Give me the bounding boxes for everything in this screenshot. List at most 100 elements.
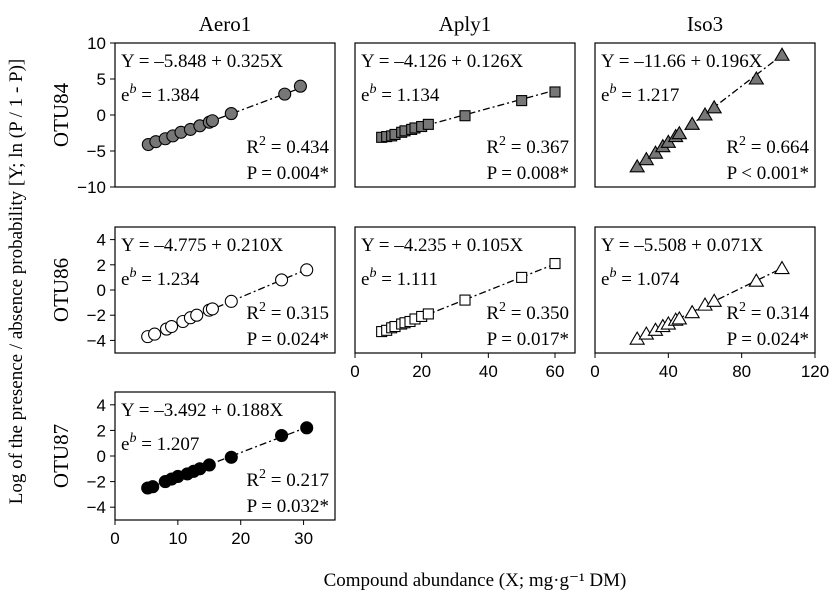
- panel-otu87-aero1-point: [275, 428, 289, 443]
- panel-otu86-aply1-x-tick-label: 20: [412, 362, 431, 381]
- panel-otu84-iso3-point: [697, 106, 713, 121]
- panel-otu84-aero1-y-tick-label: 5: [97, 70, 106, 89]
- panel-otu84-iso3-r2-label: R2 = 0.664: [726, 134, 809, 158]
- x-axis-title: Compound abundance (X; mg·g⁻¹ DM): [324, 570, 627, 591]
- panel-otu86-aero1-point: [275, 273, 289, 287]
- panel-otu84-aero1-r2-label: R2 = 0.434: [246, 134, 329, 158]
- panel-otu87-aero1-point: [300, 421, 314, 435]
- panel-otu87-aero1-x-tick-label: 0: [110, 529, 119, 548]
- panel-otu86-aero1-y-tick-label: 4: [97, 231, 106, 250]
- panel-otu86-aply1-x-tick-label: 40: [479, 362, 498, 381]
- panel-otu84-iso3-p-value: P < 0.001*: [727, 163, 809, 184]
- panel-otu84-aply1-point: [422, 118, 434, 130]
- panel-otu86-aero1-p-value: P = 0.024*: [247, 329, 329, 350]
- row-label-otu86: OTU86: [49, 258, 73, 322]
- panel-otu87-aero1-y-tick-label: 0: [97, 447, 106, 466]
- panel-otu86-aply1-point: [549, 257, 561, 270]
- panel-otu87-aero1-x-tick-label: 10: [168, 529, 187, 548]
- panel-otu84-aero1-y-tick-label: −5: [87, 142, 106, 161]
- panel-otu86-aply1-x-tick-label: 60: [546, 362, 565, 381]
- panel-otu86-aply1-eb-label: eb = 1.111: [361, 266, 438, 290]
- panel-otu87-aero1-point: [202, 458, 216, 472]
- panel-otu86-aply1-p-value: P = 0.017*: [487, 329, 569, 350]
- panel-otu86-aero1-point: [205, 302, 219, 316]
- panel-otu84-iso3-point: [684, 116, 701, 130]
- panel-otu87-aero1-y-tick-label: 2: [97, 421, 106, 440]
- column-title-iso3: Iso3: [687, 12, 723, 36]
- panel-otu86-aero1-eb-label: eb = 1.234: [121, 266, 200, 290]
- panel-otu84-aply1-r2-label: R2 = 0.367: [486, 134, 569, 158]
- panel-otu84-aero1-p-value: P = 0.004*: [247, 163, 329, 184]
- panel-otu86-iso3-x-tick-label: 120: [801, 362, 829, 381]
- panel-otu84-iso3-point: [671, 125, 688, 140]
- panel-otu84-aero1-point: [224, 107, 238, 121]
- panel-otu84-aply1-point: [549, 86, 561, 98]
- panel-otu86-iso3-x-tick-label: 40: [659, 362, 678, 381]
- column-title-aply1: Aply1: [439, 12, 492, 36]
- panel-otu87-aero1-y-tick-label: −4: [87, 498, 106, 517]
- panel-otu86-aero1-y-tick-label: −4: [87, 331, 106, 350]
- panel-otu86-aero1-y-tick-label: 2: [97, 256, 106, 275]
- panel-otu84-aero1-point: [205, 114, 219, 128]
- panel-otu86-aero1-y-tick-label: 0: [97, 281, 106, 300]
- panel-otu86-aply1-point: [516, 271, 528, 283]
- panel-otu84-aero1-y-tick-label: −10: [77, 178, 106, 197]
- panel-otu86-aero1-equation: Y = –4.775 + 0.210X: [121, 235, 283, 256]
- panel-otu86-iso3-point: [684, 304, 701, 319]
- panel-otu86-aero1-point: [190, 308, 204, 322]
- panel-otu86-aero1-y-tick-label: −2: [87, 306, 106, 325]
- row-label-otu84: OTU84: [49, 82, 73, 147]
- panel-otu86-iso3-eb-label: eb = 1.074: [601, 266, 680, 290]
- panel-otu86-iso3-p-value: P = 0.024*: [727, 329, 809, 350]
- panel-otu87-aero1-y-tick-label: 4: [97, 396, 106, 415]
- panel-otu87-aero1-point: [146, 480, 160, 494]
- panel-otu84-iso3-point: [706, 99, 723, 114]
- row-label-otu87: OTU87: [49, 424, 73, 488]
- panel-otu86-aply1-point: [459, 294, 471, 306]
- panel-otu87-aero1-point: [224, 450, 238, 464]
- panel-otu84-aply1-point: [459, 110, 471, 122]
- panel-otu84-aply1-equation: Y = –4.126 + 0.126X: [361, 51, 523, 72]
- panel-otu84-aply1-point: [516, 95, 528, 107]
- panel-otu86-iso3-frame: [594, 226, 816, 354]
- panel-otu87-aero1-x-tick-label: 30: [294, 529, 313, 548]
- panel-otu84-aero1-regression-line: [148, 87, 301, 146]
- panel-otu86-iso3-point: [774, 260, 790, 275]
- panel-otu86-aero1-point: [148, 327, 162, 341]
- panel-otu86-aero1-r2-label: R2 = 0.315: [246, 300, 329, 324]
- panel-otu86-aero1-point: [165, 319, 179, 334]
- panel-otu84-aero1-point: [278, 87, 292, 101]
- panel-otu87-aero1-r2-label: R2 = 0.217: [246, 467, 329, 491]
- panel-otu87-aero1-equation: Y = –3.492 + 0.188X: [121, 400, 283, 421]
- panel-otu84-aply1-p-value: P = 0.008*: [487, 163, 569, 184]
- panel-otu86-iso3-equation: Y = –5.508 + 0.071X: [601, 235, 763, 256]
- panel-otu84-aero1-equation: Y = –5.848 + 0.325X: [121, 51, 283, 72]
- panel-otu87-aero1-y-tick-label: −2: [87, 473, 106, 492]
- panel-otu84-iso3-point: [629, 158, 646, 173]
- panel-otu84-aero1-eb-label: eb = 1.384: [121, 82, 200, 106]
- panel-otu86-aply1-r2-label: R2 = 0.350: [486, 300, 569, 324]
- panel-otu84-iso3-eb-label: eb = 1.217: [601, 82, 679, 106]
- panel-otu86-aply1-equation: Y = –4.235 + 0.105X: [361, 235, 523, 256]
- panel-otu84-iso3-point: [774, 47, 790, 61]
- panel-otu86-aero1-point: [300, 263, 314, 277]
- y-axis-title: Log of the presence / absence probabilit…: [6, 59, 27, 505]
- column-title-aero1: Aero1: [199, 12, 251, 36]
- panel-otu84-iso3-point: [748, 70, 765, 85]
- panel-otu86-iso3-point: [706, 293, 723, 307]
- panel-otu84-aero1-y-tick-label: 10: [87, 34, 106, 53]
- panel-otu86-aply1-x-tick-label: 0: [350, 362, 359, 381]
- panel-otu84-iso3-equation: Y = –11.66 + 0.196X: [601, 51, 763, 72]
- panel-otu86-iso3-point: [671, 310, 688, 325]
- panel-otu86-iso3-x-tick-label: 0: [590, 362, 599, 381]
- panel-otu86-aero1-point: [224, 294, 238, 308]
- panel-otu87-aero1-p-value: P = 0.032*: [247, 496, 329, 517]
- panel-otu86-iso3-x-tick-label: 80: [732, 362, 751, 381]
- panel-otu87-aero1-x-tick-label: 20: [231, 529, 250, 548]
- panel-otu86-iso3-point: [748, 273, 765, 287]
- panel-otu86-aply1-point: [422, 308, 434, 320]
- panel-otu87-aero1-eb-label: eb = 1.207: [121, 431, 199, 455]
- panel-otu86-iso3-r2-label: R2 = 0.314: [726, 300, 809, 324]
- panel-otu84-aero1-point: [293, 79, 307, 93]
